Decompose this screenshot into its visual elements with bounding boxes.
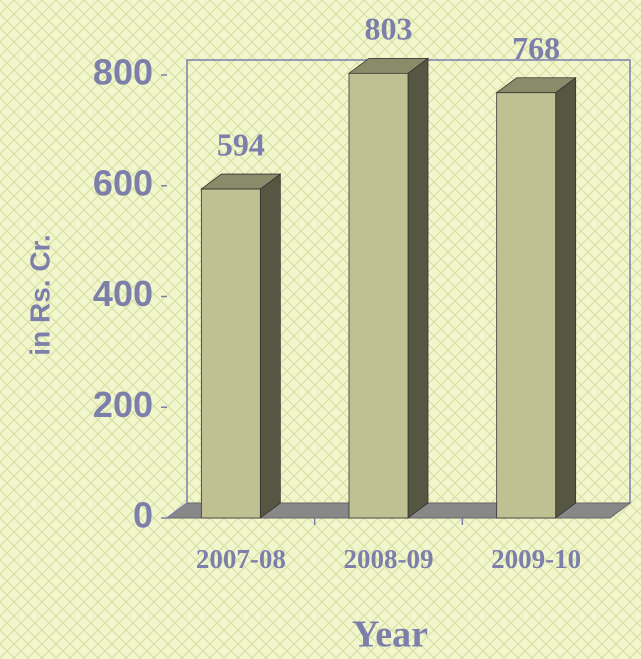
- bar: [200, 173, 282, 519]
- x-tick-label: 2007-08: [196, 544, 286, 574]
- bar: [347, 57, 430, 519]
- y-tick-label: 200: [93, 384, 153, 425]
- bar-side: [407, 57, 429, 519]
- data-label: 803: [365, 11, 413, 47]
- x-tick-label: 2008-09: [344, 544, 434, 574]
- x-axis-label: Year: [352, 614, 428, 656]
- bar-side: [259, 173, 281, 519]
- bar-front: [348, 72, 409, 519]
- bar-front: [200, 188, 261, 519]
- bar: [495, 76, 577, 519]
- bar-front: [496, 92, 557, 519]
- axis-line: [166, 502, 188, 519]
- data-label: 768: [512, 30, 560, 66]
- y-tick-label: 800: [93, 52, 153, 93]
- x-tick-label: 2009-10: [491, 544, 581, 574]
- bar-side: [555, 76, 577, 519]
- y-tick-label: 400: [93, 273, 153, 314]
- y-tick-label: 0: [133, 495, 153, 536]
- y-tick-label: 600: [93, 162, 153, 203]
- data-label: 594: [217, 126, 265, 162]
- y-axis-label: in Rs. Cr.: [24, 234, 55, 355]
